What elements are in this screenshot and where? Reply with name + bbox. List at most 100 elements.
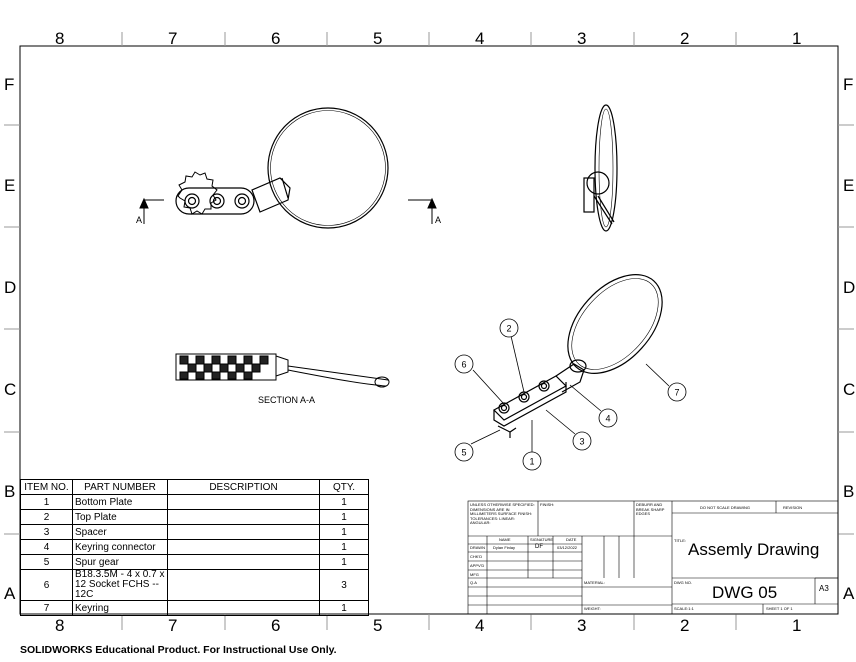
bom-desc [167, 509, 320, 525]
drawn-label: DRAWN [470, 545, 485, 550]
bom-header-qty: QTY. [319, 479, 369, 495]
isometric-view [493, 274, 663, 438]
balloon-6-label: 6 [461, 360, 466, 370]
bom-part: Bottom Plate [72, 494, 168, 510]
sheet-size: A3 [819, 584, 829, 593]
section-cut-label-left: A [136, 215, 142, 225]
bom-part: B18.3.5M - 4 x 0.7 x 12 Socket FCHS -- 1… [72, 569, 168, 601]
scale-label: SCALE:1:1 [674, 606, 694, 611]
zone-row-a-left: A [4, 584, 16, 603]
zone-ticks [4, 32, 854, 630]
section-view [175, 353, 390, 388]
bom-qty: 1 [319, 524, 369, 540]
bom-part: Spur gear [72, 554, 168, 570]
drawn-date: 03/12/2022 [557, 545, 578, 550]
bom-part: Keyring [72, 600, 168, 616]
zone-col-1-bottom: 1 [792, 616, 802, 635]
bom-header-desc: DESCRIPTION [167, 479, 320, 495]
bom-qty: 1 [319, 539, 369, 555]
revision-label: REVISION [783, 505, 803, 510]
bom-item: 6 [20, 569, 73, 601]
bom-table: ITEM NO. PART NUMBER DESCRIPTION QTY. 1 … [20, 479, 369, 616]
zone-col-5-top: 5 [373, 29, 383, 48]
zone-col-3-bottom: 3 [577, 616, 587, 635]
drawn-signature: DF [535, 544, 543, 550]
drawn-name: Dylan Finlay [493, 545, 516, 550]
zone-col-6-top: 6 [271, 29, 281, 48]
zone-row-c-right: C [843, 380, 856, 399]
bom-qty: 1 [319, 494, 369, 510]
balloon-7 [667, 382, 687, 402]
drawing-number: DWG 05 [712, 583, 778, 602]
balloon-5-label: 5 [461, 448, 466, 458]
zone-col-3-top: 3 [577, 29, 587, 48]
zone-row-e-right: E [843, 176, 855, 195]
signature-header: SIGNATURE [530, 537, 554, 542]
balloon-2-label: 2 [506, 324, 511, 334]
name-header: NAME [499, 537, 511, 542]
zone-col-5-bottom: 5 [373, 616, 383, 635]
balloon-6 [454, 354, 474, 374]
bom-header-item: ITEM NO. [20, 479, 73, 495]
section-cut-label-right: A [435, 215, 441, 225]
section-arrows [139, 197, 437, 224]
balloon-3-label: 3 [579, 437, 584, 447]
qa-label: Q.A [470, 580, 477, 585]
bom-item: 4 [20, 539, 73, 555]
bom-desc [167, 524, 320, 540]
approved-label: APPV'D [470, 563, 485, 568]
zone-col-6-bottom: 6 [271, 616, 281, 635]
zone-row-c-left: C [4, 380, 17, 399]
bom-desc [167, 554, 320, 570]
balloon-5 [454, 442, 474, 462]
balloon-2 [499, 318, 519, 338]
zone-col-8-top: 8 [55, 29, 65, 48]
bom-header-row: ITEM NO. PART NUMBER DESCRIPTION QTY. [20, 479, 369, 495]
bom-row: 7 Keyring 1 [20, 600, 369, 616]
checked-label: CHK'D [470, 554, 483, 559]
title-block-grid [467, 500, 839, 615]
finish-label: FINISH: [540, 502, 555, 507]
zone-col-7-bottom: 7 [168, 616, 178, 635]
balloon-3 [572, 431, 592, 451]
zone-row-f-right: F [843, 75, 854, 94]
zone-row-e-left: E [4, 176, 16, 195]
zone-col-4-top: 4 [475, 29, 485, 48]
bom-qty: 1 [319, 509, 369, 525]
mfg-label: MFG [470, 572, 479, 577]
balloon-1-label: 1 [529, 457, 534, 467]
date-header: DATE [566, 537, 577, 542]
material-label: MATERIAL: [584, 580, 605, 585]
tolerance-notes: UNLESS OTHERWISE SPECIFIED: DIMENSIONS A… [470, 502, 535, 525]
bom-row: 4 Keyring connector 1 [20, 539, 369, 555]
bom-row: 1 Bottom Plate 1 [20, 494, 369, 510]
zone-col-2-top: 2 [680, 29, 690, 48]
front-view [175, 107, 389, 229]
educational-watermark: SOLIDWORKS Educational Product. For Inst… [20, 644, 337, 656]
bom-qty: 1 [319, 600, 369, 616]
bom-qty: 3 [319, 569, 369, 601]
drawing-title: Assemly Drawing [688, 540, 820, 559]
sheet-count: SHEET 1 OF 1 [766, 606, 793, 611]
bom-desc [167, 569, 320, 601]
zone-col-2-bottom: 2 [680, 616, 690, 635]
zone-col-1-top: 1 [792, 29, 802, 48]
bom-row: 3 Spacer 1 [20, 524, 369, 540]
balloon-4-label: 4 [605, 414, 610, 424]
balloon-7-label: 7 [674, 388, 679, 398]
zone-row-b-left: B [4, 482, 16, 501]
bom-qty: 1 [319, 554, 369, 570]
section-view-label: SECTION A-A [258, 395, 315, 405]
bom-desc [167, 539, 320, 555]
bom-part: Keyring connector [72, 539, 168, 555]
zone-col-4-bottom: 4 [475, 616, 485, 635]
zone-row-a-right: A [843, 584, 855, 603]
zone-row-f-left: F [4, 75, 15, 94]
do-not-scale-note: DO NOT SCALE DRAWING [700, 505, 751, 510]
zone-col-8-bottom: 8 [55, 616, 65, 635]
bom-part: Spacer [72, 524, 168, 540]
zone-col-7-top: 7 [168, 29, 178, 48]
bom-item: 5 [20, 554, 73, 570]
bom-desc [167, 494, 320, 510]
